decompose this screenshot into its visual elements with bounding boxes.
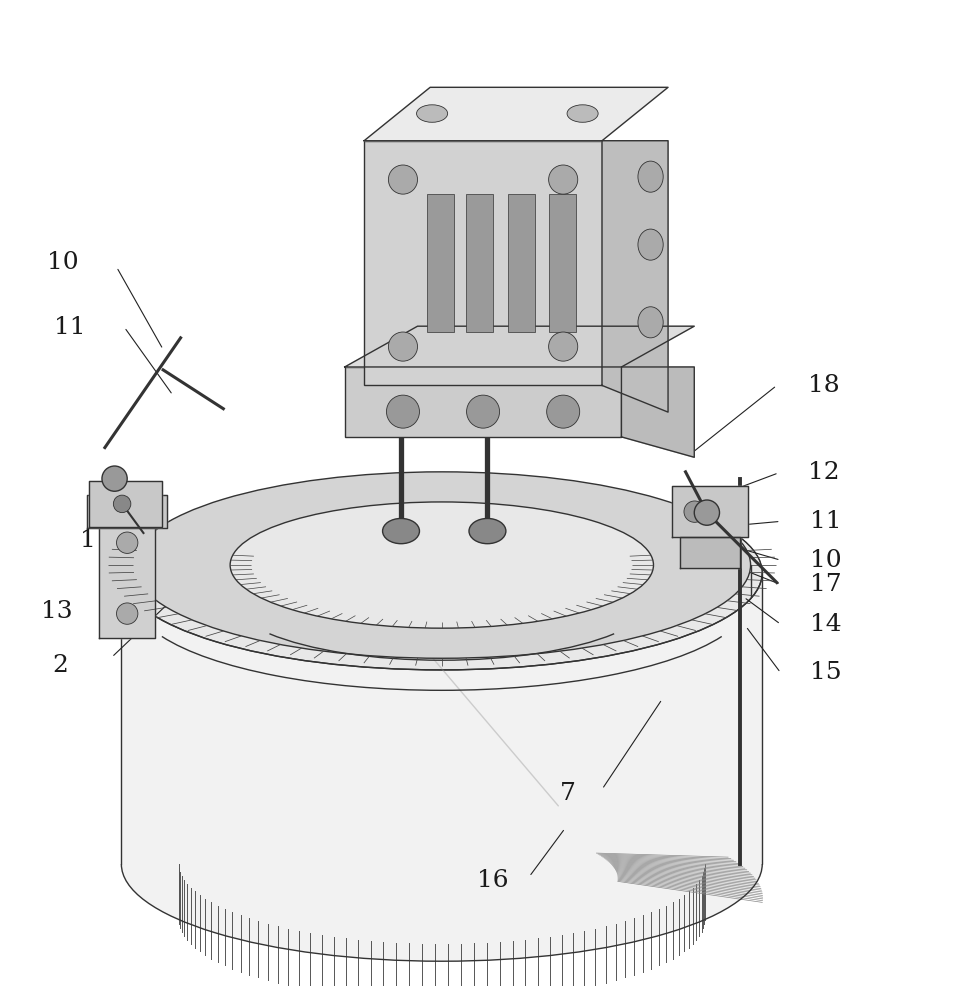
Text: 10: 10: [48, 251, 79, 274]
FancyBboxPatch shape: [549, 194, 576, 332]
Text: 18: 18: [808, 374, 839, 397]
Ellipse shape: [469, 518, 506, 544]
FancyBboxPatch shape: [364, 141, 602, 385]
Ellipse shape: [117, 532, 138, 553]
Ellipse shape: [117, 603, 138, 624]
Ellipse shape: [114, 495, 131, 513]
Polygon shape: [345, 326, 694, 367]
Ellipse shape: [549, 332, 578, 361]
Polygon shape: [99, 507, 155, 638]
Ellipse shape: [638, 307, 663, 338]
Polygon shape: [680, 537, 740, 568]
Text: 11: 11: [810, 510, 841, 533]
Polygon shape: [364, 87, 668, 141]
Text: 12: 12: [808, 461, 839, 484]
Text: 7: 7: [560, 782, 576, 805]
Text: 11: 11: [54, 316, 85, 339]
Text: 2: 2: [52, 654, 68, 677]
Polygon shape: [87, 495, 167, 528]
Ellipse shape: [567, 105, 598, 122]
FancyBboxPatch shape: [508, 194, 535, 332]
PathPatch shape: [121, 573, 762, 961]
Text: 10: 10: [810, 549, 841, 572]
Ellipse shape: [684, 501, 705, 522]
Ellipse shape: [230, 502, 653, 628]
Polygon shape: [621, 367, 694, 457]
Text: 13: 13: [41, 600, 72, 623]
Text: 15: 15: [810, 661, 841, 684]
Ellipse shape: [383, 518, 419, 544]
FancyBboxPatch shape: [427, 194, 454, 332]
Ellipse shape: [388, 332, 418, 361]
Ellipse shape: [547, 395, 580, 428]
FancyBboxPatch shape: [345, 367, 621, 437]
Ellipse shape: [638, 229, 663, 260]
Ellipse shape: [549, 165, 578, 194]
Ellipse shape: [417, 105, 448, 122]
Ellipse shape: [638, 161, 663, 192]
Text: 1: 1: [80, 529, 95, 552]
Ellipse shape: [694, 500, 720, 525]
Text: 17: 17: [810, 573, 841, 596]
Polygon shape: [672, 486, 748, 537]
Ellipse shape: [388, 165, 418, 194]
FancyBboxPatch shape: [466, 194, 493, 332]
Ellipse shape: [386, 395, 419, 428]
Polygon shape: [602, 141, 668, 412]
Text: 14: 14: [810, 613, 841, 636]
Polygon shape: [89, 481, 162, 527]
Ellipse shape: [466, 395, 500, 428]
Ellipse shape: [121, 476, 762, 670]
Ellipse shape: [102, 466, 127, 491]
Text: 16: 16: [478, 869, 509, 892]
Ellipse shape: [133, 472, 751, 658]
